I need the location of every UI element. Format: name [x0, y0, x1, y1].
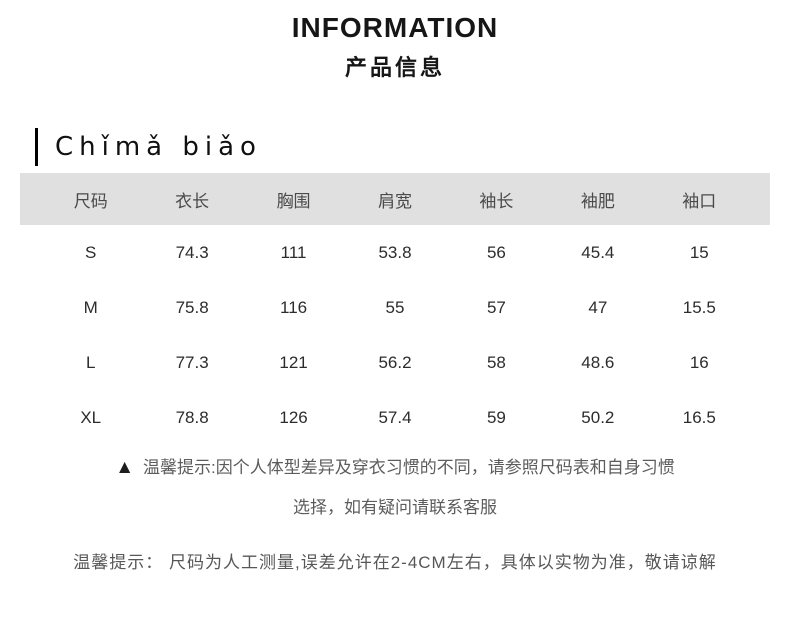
size-chart-heading: Chǐmǎ biǎo [35, 127, 790, 167]
size-chart-heading-label: Chǐmǎ biǎo [55, 132, 262, 162]
column-header-sleeve-length: 袖长 [479, 191, 514, 211]
table-cell: 77.3 [175, 352, 209, 372]
page-title: INFORMATION [291, 12, 499, 43]
table-cell: 48.6 [581, 352, 615, 372]
table-cell: 59 [486, 407, 506, 427]
size-table-header-row: 尺码 衣长 胸围 肩宽 袖长 袖肥 袖口 [20, 173, 770, 225]
table-cell: 45.4 [581, 242, 615, 262]
table-cell: 126 [279, 407, 308, 427]
table-cell: 75.8 [175, 297, 209, 317]
table-cell: 111 [280, 242, 307, 262]
table-cell: 78.8 [175, 407, 209, 427]
table-cell: 58 [486, 352, 506, 372]
column-header-length: 衣长 [175, 191, 210, 211]
table-cell: 57 [486, 297, 506, 317]
column-header-size: 尺码 [73, 191, 108, 211]
measurement-disclaimer: 温馨提示： 尺码为人工测量,误差允许在2-4CM左右，具体以实物为准，敬请谅解 [73, 553, 717, 572]
page-subtitle: 产品信息 [344, 55, 445, 80]
fit-warning-note: ▲ 温馨提示:因个人体型差异及穿衣习惯的不同，请参照尺码表和自身习惯 选择，如有疑… [0, 448, 790, 528]
table-row-s: S 74.3 111 53.8 56 45.4 15 [20, 225, 770, 280]
table-cell: 56 [486, 242, 506, 262]
table-cell: 57.4 [378, 407, 412, 427]
fit-warning-line2: 选择，如有疑问请联系客服 [293, 498, 497, 517]
warning-triangle-icon: ▲ [115, 457, 135, 478]
column-header-cuff: 袖口 [682, 191, 717, 211]
table-cell: L [85, 352, 96, 372]
table-cell: 55 [385, 297, 405, 317]
table-cell: 47 [588, 297, 608, 317]
fit-warning-line1: ▲ 温馨提示:因个人体型差异及穿衣习惯的不同，请参照尺码表和自身习惯 [0, 448, 790, 488]
column-header-sleeve-width: 袖肥 [580, 191, 615, 211]
table-cell: 15 [689, 242, 709, 262]
table-cell: S [85, 242, 97, 262]
column-header-shoulder: 肩宽 [377, 191, 412, 211]
table-cell: 121 [279, 352, 308, 372]
table-cell: M [83, 297, 98, 317]
page-header: INFORMATION 产品信息 [0, 0, 790, 80]
table-cell: 15.5 [682, 297, 716, 317]
fit-warning-text1: 温馨提示:因个人体型差异及穿衣习惯的不同，请参照尺码表和自身习惯 [143, 458, 675, 477]
table-cell: 74.3 [175, 242, 209, 262]
table-cell: 53.8 [378, 242, 412, 262]
size-table: 尺码 衣长 胸围 肩宽 袖长 袖肥 袖口 S 74.3 111 53.8 56 … [20, 173, 770, 445]
table-cell: XL [80, 407, 102, 427]
heading-accent-bar [35, 128, 38, 166]
column-header-bust: 胸围 [276, 191, 311, 211]
table-cell: 16 [689, 352, 709, 372]
table-row-m: M 75.8 116 55 57 47 15.5 [20, 280, 770, 335]
table-cell: 50.2 [581, 407, 615, 427]
table-row-xl: XL 78.8 126 57.4 59 50.2 16.5 [20, 390, 770, 445]
table-cell: 56.2 [378, 352, 412, 372]
table-cell: 16.5 [682, 407, 716, 427]
table-cell: 116 [280, 297, 308, 317]
table-row-l: L 77.3 121 56.2 58 48.6 16 [20, 335, 770, 390]
